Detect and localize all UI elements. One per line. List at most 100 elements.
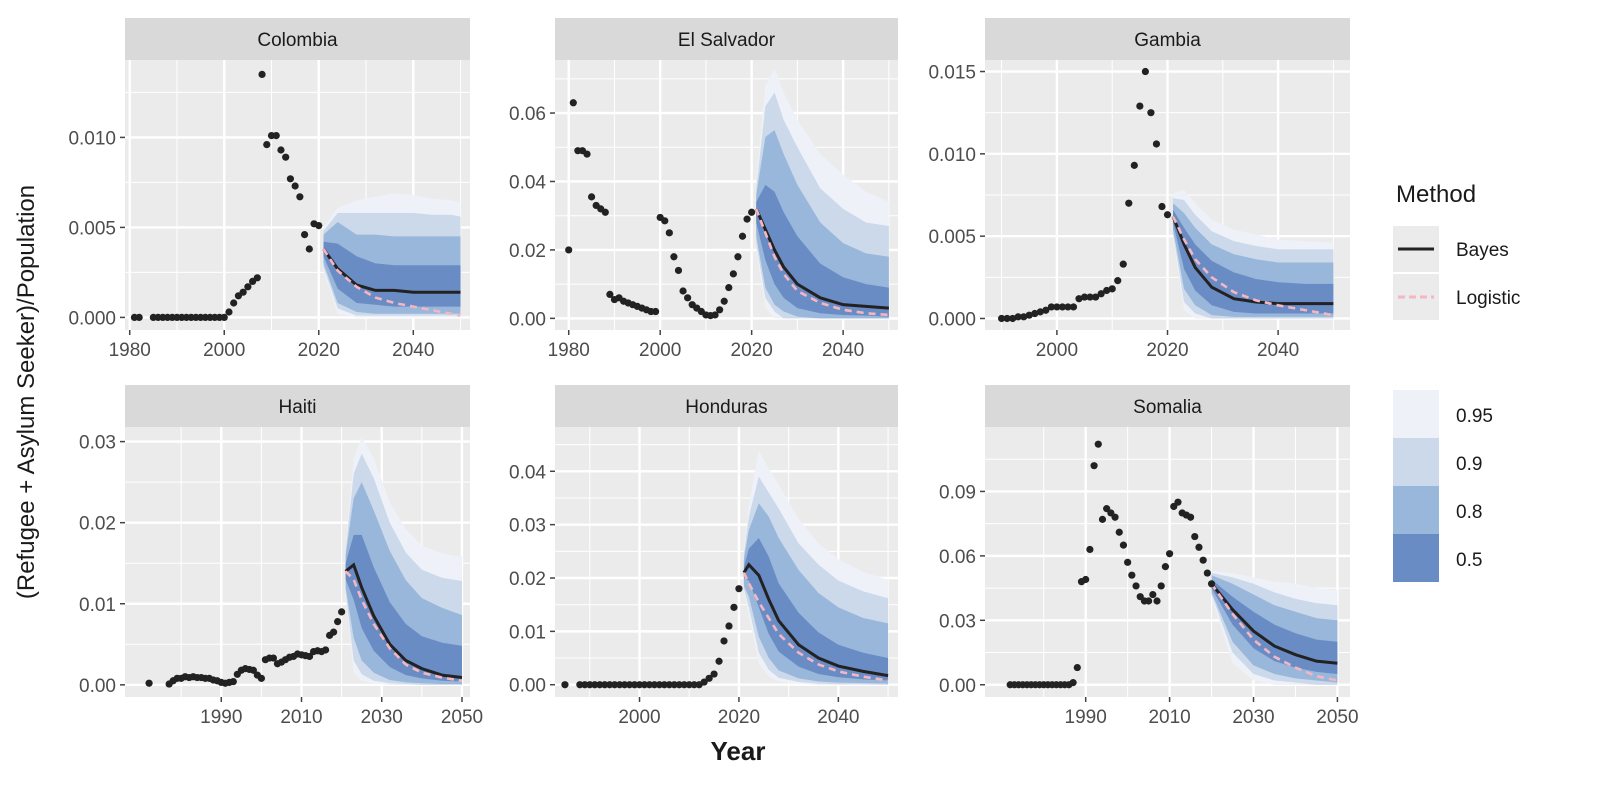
data-point bbox=[710, 670, 718, 678]
data-point bbox=[1108, 285, 1116, 293]
x-tick-label: 2050 bbox=[1316, 707, 1358, 728]
data-point bbox=[583, 150, 591, 158]
data-point bbox=[263, 141, 271, 149]
facet-strip bbox=[555, 385, 898, 427]
data-point bbox=[1191, 532, 1199, 541]
x-tick-label: 2030 bbox=[361, 707, 403, 728]
data-point bbox=[997, 314, 1006, 323]
facet-title: Gambia bbox=[1134, 30, 1201, 51]
y-tick-label: 0.015 bbox=[928, 63, 976, 84]
y-tick-label: 0.04 bbox=[509, 462, 546, 483]
y-tick-label: 0.03 bbox=[939, 611, 976, 632]
x-tick-label: 2030 bbox=[1232, 707, 1274, 728]
data-point bbox=[725, 622, 733, 630]
x-tick-label: 2050 bbox=[441, 707, 483, 728]
x-tick-label: 2020 bbox=[1146, 340, 1188, 361]
x-tick-label: 2010 bbox=[1148, 707, 1190, 728]
data-point bbox=[315, 222, 323, 230]
panel-el-salvador: El Salvador 1980 2000 2020 2040 0.00 0.02 0.04 0… bbox=[509, 18, 898, 361]
data-point bbox=[720, 297, 728, 305]
data-point bbox=[690, 681, 698, 689]
facet-panels: Colombia 1980 2000 2020 2040 0.000 0.005 0.010 E… bbox=[68, 18, 1359, 728]
data-point bbox=[730, 603, 738, 611]
data-point bbox=[611, 681, 619, 689]
data-point bbox=[1092, 293, 1100, 301]
x-tick-label: 1980 bbox=[548, 340, 590, 361]
data-point bbox=[1098, 515, 1107, 523]
data-point bbox=[269, 654, 278, 662]
data-point bbox=[1145, 597, 1153, 605]
data-point bbox=[1119, 541, 1128, 549]
data-point bbox=[640, 681, 649, 689]
data-point bbox=[1103, 286, 1111, 295]
x-tick-label: 2040 bbox=[392, 340, 434, 361]
y-tick-label: 0.02 bbox=[509, 569, 546, 590]
data-point bbox=[660, 681, 668, 689]
data-point bbox=[1031, 309, 1039, 318]
data-point bbox=[1119, 260, 1127, 268]
x-tick-label: 2000 bbox=[1036, 340, 1078, 361]
data-point bbox=[725, 283, 733, 292]
legend-swatch-0-9 bbox=[1393, 438, 1439, 486]
data-point bbox=[576, 681, 584, 689]
logistic-line bbox=[344, 570, 463, 683]
y-tick-label: 0.01 bbox=[79, 595, 116, 616]
facet-title: Honduras bbox=[685, 397, 767, 418]
data-point bbox=[652, 307, 660, 316]
forecast-layers bbox=[1171, 190, 1334, 319]
forecast-layers bbox=[742, 449, 889, 685]
data-point bbox=[561, 681, 569, 689]
panel-gambia: Gambia 2000 2020 2040 0.000 0.005 0.010 0.015 bbox=[928, 18, 1350, 361]
data-point bbox=[569, 99, 577, 107]
data-point bbox=[229, 677, 237, 686]
data-point bbox=[272, 132, 280, 140]
data-point bbox=[1165, 550, 1174, 558]
data-point bbox=[296, 193, 304, 201]
data-point bbox=[661, 217, 669, 225]
data-point bbox=[674, 266, 683, 275]
legend-label: 0.8 bbox=[1456, 502, 1482, 523]
data-point bbox=[257, 674, 265, 682]
y-tick-label: 0.06 bbox=[939, 547, 976, 568]
data-point bbox=[601, 681, 609, 689]
legend-swatch-0-8 bbox=[1393, 486, 1439, 534]
facet-strip bbox=[555, 18, 898, 60]
bayes-line bbox=[344, 562, 463, 680]
data-point bbox=[282, 153, 290, 161]
data-point bbox=[684, 294, 692, 302]
bayes-line bbox=[742, 562, 889, 678]
axes: 1990 2010 2030 2050 0.00 0.01 0.02 0.03 bbox=[79, 433, 483, 728]
data-point bbox=[1157, 582, 1165, 590]
facet-title: El Salvador bbox=[678, 30, 776, 51]
data-point bbox=[1174, 498, 1182, 506]
data-point bbox=[620, 681, 629, 689]
forecast-layers bbox=[344, 437, 463, 685]
data-point bbox=[1086, 545, 1094, 554]
data-point bbox=[1163, 211, 1172, 219]
data-point bbox=[645, 681, 654, 689]
x-tick-label: 2040 bbox=[817, 707, 859, 728]
data-point bbox=[1009, 314, 1017, 323]
data-point bbox=[1161, 563, 1170, 571]
data-point bbox=[1064, 303, 1072, 311]
x-tick-label: 2010 bbox=[280, 707, 322, 728]
legend-method-keys: Bayes Logistic bbox=[1393, 226, 1520, 320]
data-point bbox=[1153, 597, 1161, 605]
bayes-line bbox=[322, 248, 461, 294]
data-point bbox=[244, 283, 252, 291]
data-point bbox=[1025, 311, 1033, 319]
band-50 bbox=[1211, 579, 1338, 675]
data-point bbox=[1147, 109, 1155, 117]
y-tick-label: 0.01 bbox=[509, 622, 546, 643]
panel-colombia: Colombia 1980 2000 2020 2040 0.000 0.005 0.010 bbox=[68, 18, 470, 361]
data-point bbox=[738, 232, 747, 240]
axes: 2000 2020 2040 0.000 0.005 0.010 0.015 bbox=[928, 63, 1299, 361]
data-point bbox=[1152, 140, 1161, 148]
y-tick-label: 0.02 bbox=[79, 514, 116, 535]
y-tick-label: 0.00 bbox=[939, 676, 976, 697]
y-tick-label: 0.000 bbox=[68, 308, 116, 329]
observed-points bbox=[145, 608, 346, 688]
data-point bbox=[1114, 277, 1122, 285]
legend-method-title: Method bbox=[1396, 181, 1476, 208]
